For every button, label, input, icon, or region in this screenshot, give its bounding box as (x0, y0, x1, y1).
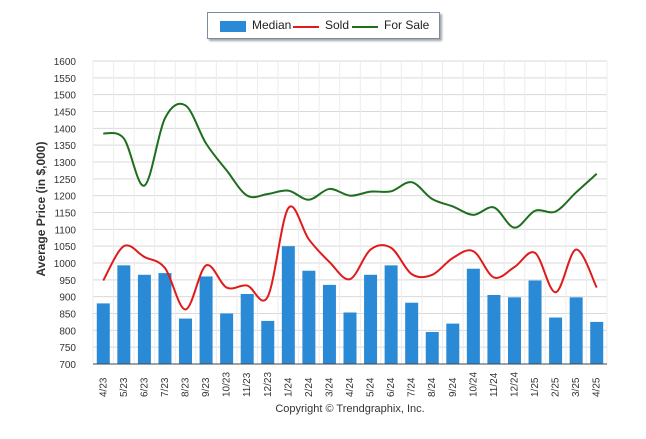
x-tick-label: 8/24 (427, 377, 438, 397)
x-tick-label: 3/24 (324, 377, 335, 397)
y-tick-label: 1250 (54, 175, 77, 186)
median-bar (487, 295, 500, 364)
y-tick-label: 750 (59, 343, 76, 354)
y-tick-label: 1400 (54, 124, 77, 135)
median-bar (385, 265, 398, 364)
median-bar (405, 303, 418, 364)
y-tick-label: 950 (59, 276, 76, 287)
median-bar (302, 271, 315, 364)
x-tick-labels: 4/23 5/23 6/23 7/23 8/23 9/23 10/23 11/23 12/23 1… (98, 372, 602, 397)
median-bar (446, 324, 459, 364)
median-bar (508, 297, 521, 364)
median-bar (261, 321, 274, 364)
x-tick-label: 7/23 (160, 377, 171, 397)
y-tick-label: 850 (59, 310, 76, 321)
x-tick-label: 10/24 (468, 372, 479, 397)
median-bar (220, 314, 233, 365)
median-bar (282, 246, 295, 364)
median-bar (426, 332, 439, 364)
x-tick-label: 6/23 (139, 377, 150, 397)
y-tick-label: 1050 (54, 242, 77, 253)
x-tick-label: 2/25 (551, 377, 562, 397)
copyright-text: Copyright © Trendgraphix, Inc. (0, 403, 646, 415)
legend: Median Sold For Sale (207, 12, 440, 39)
x-tick-label: 7/24 (407, 377, 418, 397)
legend-sold-label: Sold (325, 18, 349, 32)
x-tick-label: 1/24 (283, 377, 294, 397)
median-bar (529, 281, 542, 364)
median-bar (117, 265, 130, 364)
y-tick-labels: 700 750 800 850 900 950 1000 1050 1100 1150 1200 12… (54, 57, 77, 371)
y-tick-label: 1200 (54, 192, 77, 203)
x-tick-label: 5/24 (366, 377, 377, 397)
median-bar (97, 303, 110, 364)
for-sale-series (103, 104, 596, 228)
y-tick-label: 1150 (54, 209, 76, 220)
x-tick-label: 8/23 (181, 377, 192, 397)
y-tick-label: 1100 (54, 225, 76, 236)
x-tick-label: 9/24 (448, 377, 459, 397)
x-tick-label: 4/24 (345, 377, 356, 397)
median-bar (364, 275, 377, 364)
x-tick-label: 11/24 (489, 372, 500, 397)
x-tick-label: 1/25 (530, 377, 541, 397)
median-bar (590, 322, 603, 364)
legend-median-swatch (220, 21, 246, 32)
x-tick-label: 10/23 (222, 372, 233, 397)
median-bar (323, 285, 336, 364)
median-bar (570, 297, 583, 364)
median-bar (138, 275, 151, 364)
y-tick-label: 1300 (54, 158, 77, 169)
x-tick-label: 3/25 (571, 377, 582, 397)
x-tick-label: 12/23 (263, 372, 274, 397)
y-tick-label: 1000 (54, 259, 77, 270)
median-bar (241, 294, 254, 364)
x-tick-label: 4/25 (592, 377, 603, 397)
x-tick-label: 2/24 (304, 377, 315, 397)
median-bar (549, 318, 562, 364)
median-bars (97, 246, 603, 364)
median-bar (467, 269, 480, 364)
median-bar (344, 312, 357, 364)
x-tick-label: 11/23 (242, 372, 253, 397)
median-bar (158, 273, 171, 364)
for-sale-line (103, 104, 596, 228)
legend-median-label: Median (252, 18, 291, 32)
x-tick-label: 6/24 (386, 377, 397, 397)
median-bar (179, 319, 192, 364)
y-tick-label: 1450 (54, 108, 77, 119)
legend-for-sale-label: For Sale (384, 18, 429, 32)
y-tick-label: 900 (59, 293, 76, 304)
x-tick-label: 5/23 (119, 377, 130, 397)
y-axis-title: Average Price (in $,000) (34, 114, 48, 304)
x-tick-label: 12/24 (509, 372, 520, 397)
y-tick-label: 1350 (54, 141, 77, 152)
median-bar (200, 276, 213, 364)
y-tick-label: 1500 (54, 91, 77, 102)
x-tick-label: 4/23 (98, 377, 109, 397)
y-tick-label: 1550 (54, 74, 77, 85)
y-tick-label: 1600 (54, 57, 77, 68)
legend-sold-swatch (293, 26, 319, 28)
y-tick-label: 800 (59, 326, 76, 337)
legend-for-sale-swatch (352, 26, 378, 28)
y-tick-label: 700 (59, 360, 76, 371)
x-tick-label: 9/23 (201, 377, 212, 397)
